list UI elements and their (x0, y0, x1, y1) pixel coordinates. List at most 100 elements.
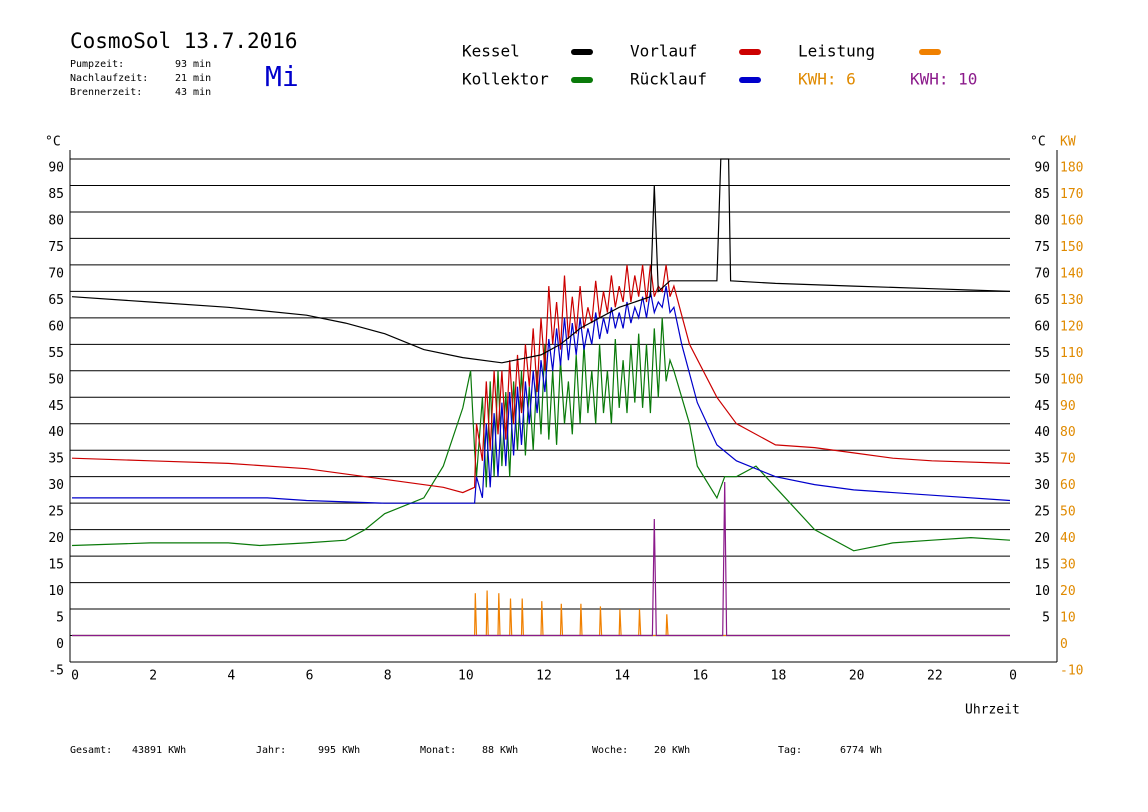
y-tick-label: 10 (48, 584, 64, 599)
x-tick-label: 20 (849, 669, 865, 684)
series-line (71, 264, 1011, 494)
series-line (72, 481, 1010, 637)
total-label: Monat: (420, 745, 456, 756)
x-tick-label: 22 (927, 669, 943, 684)
y-tick-label: 45 (48, 399, 64, 414)
total-label: Gesamt: (70, 745, 112, 756)
total-value: 88 KWh (482, 745, 518, 756)
y-right-tick-label: 35 (1034, 452, 1050, 467)
y2-tick-label: -10 (1060, 664, 1083, 679)
y2-tick-label: 140 (1060, 266, 1083, 281)
y-right-tick-label: 80 (1034, 213, 1050, 228)
kwh-label: KWH: 6 (798, 70, 856, 89)
series-line (72, 285, 1011, 504)
y-tick-label: 30 (48, 478, 64, 493)
info-label: Nachlaufzeit: (70, 73, 148, 84)
x-tick-label: 16 (693, 669, 709, 684)
y-right-tick-label: 5 (1042, 611, 1050, 626)
series-line (72, 590, 1010, 637)
info-label: Brennerzeit: (70, 87, 142, 98)
series-line (71, 317, 1011, 552)
y2-tick-label: 80 (1060, 425, 1076, 440)
x-tick-label: 18 (771, 669, 787, 684)
info-value: 43 min (175, 87, 211, 98)
y-tick-label: 85 (48, 187, 64, 202)
y-right-tick-label: 20 (1034, 531, 1050, 546)
y-right-tick-label: 70 (1034, 266, 1050, 281)
y-right-tick-label: 40 (1034, 425, 1050, 440)
y2-tick-label: 90 (1060, 399, 1076, 414)
total-label: Tag: (778, 745, 802, 756)
x-tick-label: 0 (1009, 669, 1017, 684)
y-tick-label: 65 (48, 293, 64, 308)
total-value: 995 KWh (318, 745, 360, 756)
total-label: Woche: (592, 745, 628, 756)
y2-tick-label: 30 (1060, 558, 1076, 573)
y2-tick-label: 40 (1060, 531, 1076, 546)
weekday: Mi (265, 60, 299, 93)
y-tick-label: 55 (48, 346, 64, 361)
legend-label: Leistung (798, 42, 875, 61)
x-tick-label: 10 (458, 669, 474, 684)
y2-tick-label: 50 (1060, 505, 1076, 520)
info-label: Pumpzeit: (70, 59, 124, 70)
chart-title: CosmoSol 13.7.2016 (70, 29, 298, 53)
y2-tick-label: 110 (1060, 346, 1083, 361)
total-value: 20 KWh (654, 745, 690, 756)
y-right-tick-label: 25 (1034, 505, 1050, 520)
y2-tick-label: 120 (1060, 319, 1083, 334)
y-right-tick-label: 45 (1034, 399, 1050, 414)
x-tick-label: 12 (536, 669, 552, 684)
y-unit-right: °C (1030, 135, 1046, 150)
y2-tick-label: 100 (1060, 372, 1083, 387)
y2-tick-label: 20 (1060, 584, 1076, 599)
y-tick-label: 35 (48, 452, 64, 467)
y-right-tick-label: 75 (1034, 240, 1050, 255)
x-tick-label: 0 (71, 669, 79, 684)
y2-tick-label: 180 (1060, 161, 1083, 176)
y-tick-label: 15 (48, 558, 64, 573)
total-value: 6774 Wh (840, 745, 882, 756)
y-tick-label: 80 (48, 213, 64, 228)
y-right-tick-label: 10 (1034, 584, 1050, 599)
y-tick-label: 40 (48, 425, 64, 440)
y-right-tick-label: 65 (1034, 293, 1050, 308)
x-tick-label: 4 (227, 669, 235, 684)
total-label: Jahr: (256, 745, 286, 756)
y-tick-label: 25 (48, 505, 64, 520)
y2-tick-label: 160 (1060, 213, 1083, 228)
y-tick-label: 75 (48, 240, 64, 255)
kwh-label: KWH: 10 (910, 70, 977, 89)
y-tick-label: 90 (48, 161, 64, 176)
y-tick-label: 0 (56, 637, 64, 652)
y-right-tick-label: 60 (1034, 319, 1050, 334)
y-tick-label: -5 (48, 664, 64, 679)
info-value: 21 min (175, 73, 211, 84)
x-tick-label: 6 (306, 669, 314, 684)
series-line (71, 158, 1011, 364)
y-right-tick-label: 50 (1034, 372, 1050, 387)
info-value: 93 min (175, 59, 211, 70)
y-tick-label: 20 (48, 531, 64, 546)
legend-label: Vorlauf (630, 42, 697, 61)
x-tick-label: 8 (384, 669, 392, 684)
y2-tick-label: 70 (1060, 452, 1076, 467)
y2-tick-label: 60 (1060, 478, 1076, 493)
y-right-tick-label: 55 (1034, 346, 1050, 361)
legend-label: Rücklauf (630, 70, 707, 89)
legend-label: Kollektor (462, 70, 549, 89)
x-axis-label: Uhrzeit (965, 703, 1020, 718)
y-tick-label: 60 (48, 319, 64, 334)
y-right-tick-label: 15 (1034, 558, 1050, 573)
x-tick-label: 2 (149, 669, 157, 684)
legend-label: Kessel (462, 42, 520, 61)
y2-tick-label: 10 (1060, 611, 1076, 626)
y2-tick-label: 130 (1060, 293, 1083, 308)
y-unit: °C (45, 135, 61, 150)
y2-tick-label: 0 (1060, 637, 1068, 652)
x-tick-label: 14 (614, 669, 630, 684)
total-value: 43891 KWh (132, 745, 186, 756)
y-right-tick-label: 90 (1034, 161, 1050, 176)
y-right-tick-label: 85 (1034, 187, 1050, 202)
